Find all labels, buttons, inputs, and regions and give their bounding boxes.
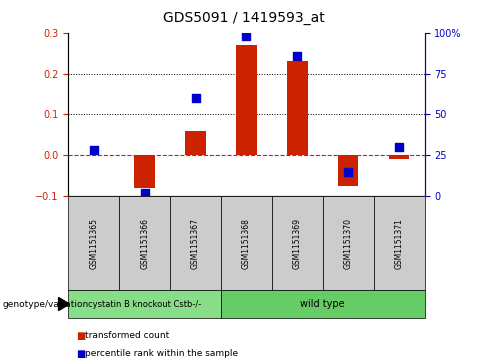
Bar (135, 155, 155, 188)
Text: percentile rank within the sample: percentile rank within the sample (85, 350, 239, 358)
Point (243, 33, 250, 39)
Point (90, 147, 98, 153)
Bar (287, 61, 307, 155)
Text: wild type: wild type (301, 299, 345, 309)
Text: GSM1151366: GSM1151366 (140, 218, 149, 269)
Text: GSM1151371: GSM1151371 (395, 218, 404, 269)
Text: GSM1151369: GSM1151369 (293, 218, 302, 269)
Point (293, 53, 301, 58)
Text: ■: ■ (76, 349, 85, 359)
Text: GSM1151367: GSM1151367 (191, 218, 200, 269)
Bar (338, 155, 358, 186)
Bar (236, 45, 257, 155)
Polygon shape (59, 298, 69, 310)
Text: GDS5091 / 1419593_at: GDS5091 / 1419593_at (163, 11, 325, 25)
Text: genotype/variation: genotype/variation (2, 299, 89, 309)
Text: ■: ■ (76, 331, 85, 341)
Text: GSM1151370: GSM1151370 (344, 218, 353, 269)
Point (395, 144, 403, 150)
Bar (389, 155, 409, 159)
Text: GSM1151368: GSM1151368 (242, 218, 251, 269)
Point (345, 168, 352, 174)
Bar (185, 131, 206, 155)
Point (141, 190, 148, 196)
Point (192, 95, 200, 101)
Text: GSM1151365: GSM1151365 (89, 218, 98, 269)
Text: transformed count: transformed count (85, 331, 170, 340)
Text: cystatin B knockout Cstb-/-: cystatin B knockout Cstb-/- (88, 299, 201, 309)
